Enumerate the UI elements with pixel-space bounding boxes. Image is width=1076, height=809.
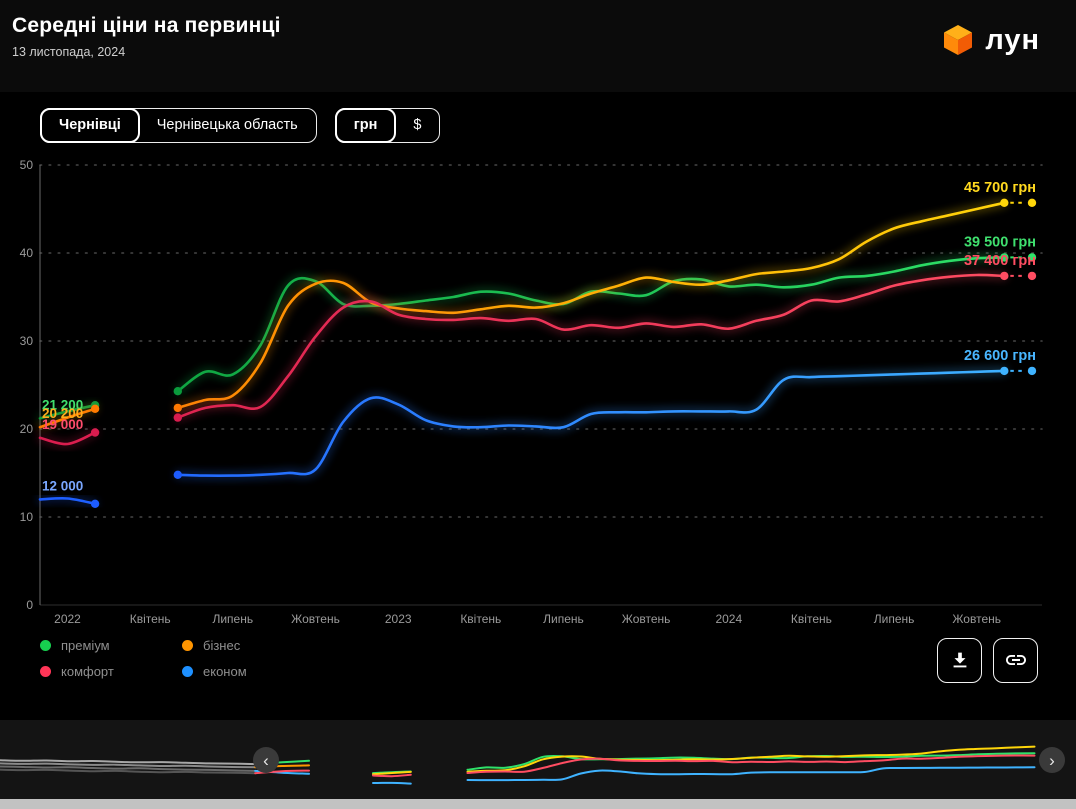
svg-text:26 600 грн: 26 600 грн	[964, 347, 1036, 363]
scrollbar-thumb[interactable]	[0, 799, 1076, 809]
svg-text:2023: 2023	[385, 612, 412, 626]
header-titles: Середні ціни на первинці 13 листопада, 2…	[12, 14, 281, 59]
currency-uah-button[interactable]: грн	[334, 108, 397, 143]
svg-text:Жовтень: Жовтень	[291, 612, 340, 626]
legend-label: преміум	[61, 637, 110, 653]
carousel-prev-button[interactable]: ‹	[253, 747, 279, 773]
business-dot-icon	[182, 639, 193, 651]
svg-text:Квітень: Квітень	[460, 612, 501, 626]
svg-text:20 200: 20 200	[42, 406, 83, 421]
download-button[interactable]	[937, 637, 982, 683]
carousel-next-button[interactable]: ›	[1039, 747, 1065, 773]
svg-text:45 700 грн: 45 700 грн	[964, 179, 1036, 195]
svg-text:40: 40	[20, 246, 34, 260]
svg-text:Квітень: Квітень	[791, 612, 832, 626]
chart-carousel: ‹ ›	[0, 720, 1076, 799]
svg-text:12 000: 12 000	[42, 478, 83, 493]
comfort-dot-icon	[40, 665, 51, 677]
link-icon	[1005, 655, 1026, 665]
price-chart-canvas[interactable]: 0 10 20 30 40 50 2022 Квітень Липень Жовтень 2023 К…	[0, 153, 1076, 636]
premium-dot-icon	[40, 639, 51, 651]
svg-text:Жовтень: Жовтень	[952, 612, 1001, 626]
svg-text:30: 30	[20, 334, 34, 348]
legend-item-econom: економ	[182, 664, 247, 679]
legend-label: економ	[203, 663, 247, 679]
chart-legend: преміум бізнес комфорт економ	[40, 638, 247, 679]
page-title: Середні ціни на первинці	[12, 14, 281, 37]
legend-label: комфорт	[61, 663, 114, 679]
svg-text:10: 10	[20, 510, 34, 524]
carousel-thumbnails	[0, 720, 1076, 804]
svg-text:20: 20	[20, 422, 34, 436]
chart-actions	[937, 637, 1038, 683]
city-toggle-region[interactable]: Чернівецька область	[138, 108, 317, 143]
svg-text:50: 50	[20, 158, 34, 172]
lun-logo[interactable]: лун	[940, 22, 1040, 58]
legend-item-business: бізнес	[182, 638, 247, 653]
currency-toggle: грн $	[334, 108, 441, 143]
svg-text:19 000: 19 000	[42, 416, 83, 431]
controls-row: Чернівці Чернівецька область грн $	[40, 108, 1076, 143]
logo-text: лун	[985, 23, 1040, 56]
share-link-button[interactable]	[993, 637, 1038, 683]
header: Середні ціни на первинці 13 листопада, 2…	[0, 0, 1076, 92]
svg-text:37 400 грн: 37 400 грн	[964, 252, 1036, 268]
svg-text:0: 0	[26, 598, 33, 612]
svg-text:Липень: Липень	[212, 612, 253, 626]
legend-item-comfort: комфорт	[40, 664, 182, 679]
svg-text:39 500 грн: 39 500 грн	[964, 234, 1036, 250]
svg-text:Квітень: Квітень	[130, 612, 171, 626]
svg-text:21 200: 21 200	[42, 397, 83, 412]
econom-dot-icon	[182, 665, 193, 677]
horizontal-scrollbar[interactable]	[0, 799, 1076, 809]
svg-text:Липень: Липень	[874, 612, 915, 626]
date-subtitle: 13 листопада, 2024	[12, 45, 126, 59]
legend-item-premium: преміум	[40, 638, 182, 653]
download-icon	[953, 652, 966, 668]
legend-label: бізнес	[203, 637, 241, 653]
svg-text:Липень: Липень	[543, 612, 584, 626]
svg-text:Жовтень: Жовтень	[622, 612, 671, 626]
city-toggle: Чернівці Чернівецька область	[40, 108, 317, 143]
chart-footer: преміум бізнес комфорт економ	[0, 636, 1076, 683]
lun-cube-icon	[944, 25, 973, 55]
city-toggle-city[interactable]: Чернівці	[40, 108, 140, 143]
svg-text:2024: 2024	[715, 612, 742, 626]
currency-usd-button[interactable]: $	[394, 108, 440, 143]
svg-text:2022: 2022	[54, 612, 81, 626]
carousel-current-thumbnail[interactable]	[373, 720, 1040, 799]
